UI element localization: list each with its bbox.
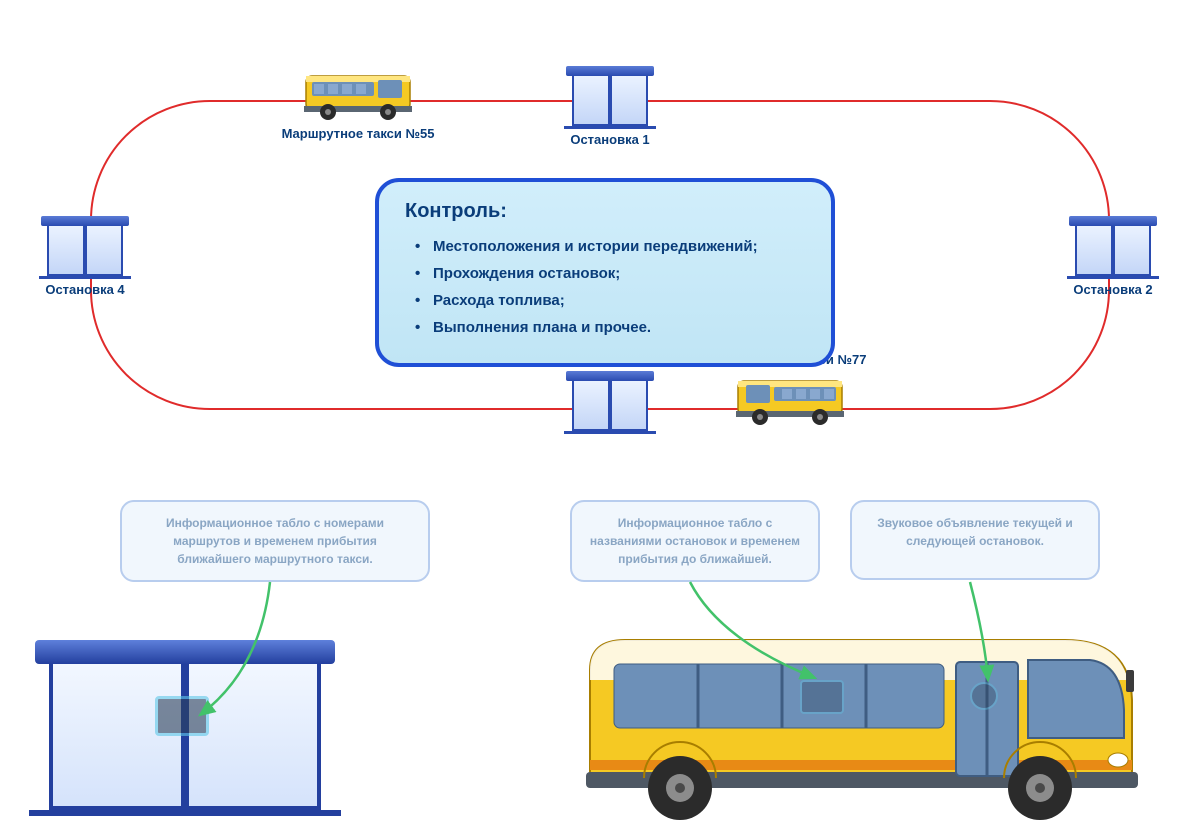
big-bus-stop xyxy=(45,640,325,810)
big-bus-icon xyxy=(570,610,1150,830)
bus-stop-4: Остановка 4 xyxy=(40,216,130,297)
bus-speaker-icon xyxy=(970,682,998,710)
control-item: Расхода топлива; xyxy=(415,287,805,314)
shelter-icon xyxy=(45,216,125,276)
bus-icon xyxy=(302,66,414,122)
shelter-icon xyxy=(1073,216,1153,276)
callout-stop-display: Информационное табло с номерами маршруто… xyxy=(120,500,430,582)
big-bus xyxy=(570,610,1150,830)
callout-text: Информационное табло с номерами маршруто… xyxy=(166,516,384,566)
bus-stop-1: Остановка 1 xyxy=(565,66,655,147)
control-title: Контроль: xyxy=(405,200,805,223)
callout-text: Информационное табло с названиями остано… xyxy=(590,516,800,566)
stop-label: Остановка 2 xyxy=(1068,282,1158,297)
control-list: Местоположения и истории передвижений; П… xyxy=(405,233,805,341)
control-item: Местоположения и истории передвижений; xyxy=(415,233,805,260)
bus-interior-display-icon xyxy=(800,680,844,714)
bus-label: Маршрутное такси №55 xyxy=(278,126,438,141)
callout-text: Звуковое объявление текущей и следующей … xyxy=(877,516,1072,548)
bus-icon xyxy=(734,371,846,427)
callout-bus-display: Информационное табло с названиями остано… xyxy=(570,500,820,582)
route-diagram: Остановка 1 Остановка 2 Остановка 3 Оста… xyxy=(0,0,1200,480)
minibus-55: Маршрутное такси №55 xyxy=(278,66,438,141)
control-item: Прохождения остановок; xyxy=(415,260,805,287)
stop-info-display-icon xyxy=(155,696,209,736)
stop-label: Остановка 4 xyxy=(40,282,130,297)
shelter-icon xyxy=(570,66,650,126)
control-item: Выполнения плана и прочее. xyxy=(415,314,805,341)
stop-label: Остановка 1 xyxy=(565,132,655,147)
control-panel: Контроль: Местоположения и истории перед… xyxy=(375,178,835,367)
callout-bus-audio: Звуковое объявление текущей и следующей … xyxy=(850,500,1100,580)
bus-stop-2: Остановка 2 xyxy=(1068,216,1158,297)
detail-diagram: Информационное табло с номерами маршруто… xyxy=(0,470,1200,840)
shelter-icon xyxy=(570,371,650,431)
